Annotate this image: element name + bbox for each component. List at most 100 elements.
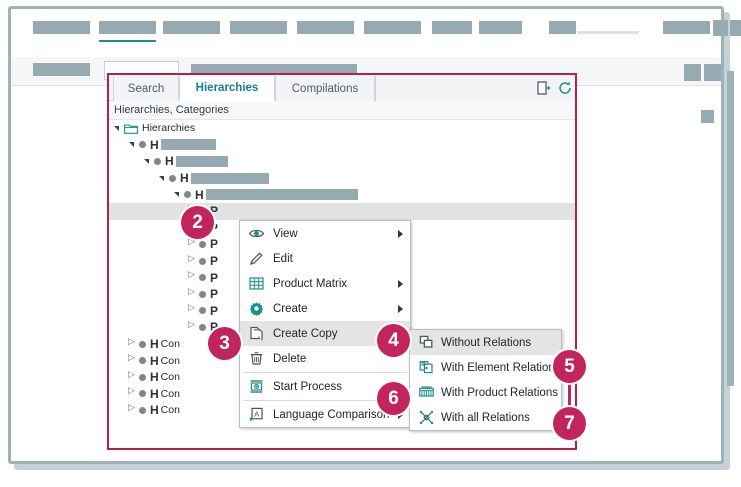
chevron-right-icon[interactable]	[128, 369, 137, 382]
nav-item-9[interactable]	[663, 21, 710, 34]
tree-row[interactable]: P	[109, 302, 575, 320]
nav-item-4[interactable]	[230, 21, 287, 34]
nav-user-chip[interactable]	[549, 21, 576, 34]
trash-icon	[248, 350, 265, 367]
tree-row[interactable]: P	[109, 236, 575, 253]
nav-icon-button-2[interactable]	[730, 20, 741, 36]
submenu-item-label: With Element Relations	[441, 361, 561, 374]
chevron-right-icon[interactable]	[128, 336, 137, 349]
chevron-right-icon[interactable]	[188, 286, 197, 299]
context-menu: View Edit Product Matrix Create Create Copy D…	[239, 220, 411, 428]
tree-row[interactable]: P	[109, 286, 575, 303]
menu-item-label: View	[273, 227, 298, 240]
submenu-arrow-icon	[398, 230, 403, 238]
chevron-down-icon[interactable]	[128, 140, 137, 149]
tab-hierarchies[interactable]: Hierarchies	[179, 76, 275, 101]
nav-item-2-active[interactable]	[99, 21, 156, 34]
menu-item-label: Language Comparison	[273, 408, 390, 421]
chevron-right-icon[interactable]	[128, 402, 137, 415]
tree-row[interactable]: P	[109, 203, 575, 220]
nav-item-8[interactable]	[479, 21, 522, 34]
chevron-right-icon[interactable]	[188, 319, 197, 332]
menu-item-language-comparison[interactable]: A Language Comparison	[240, 402, 410, 427]
menu-item-create[interactable]: Create	[240, 296, 410, 321]
nav-icon-button-1[interactable]	[713, 20, 728, 36]
chevron-down-icon[interactable]	[113, 124, 122, 133]
tab-compilations[interactable]: Compilations	[275, 76, 375, 101]
tree-row-label: Hierarchies	[142, 122, 196, 135]
tree-row[interactable]: P	[109, 253, 575, 270]
tab-search-label: Search	[127, 82, 165, 95]
submenu-item-with-all-relations[interactable]: With all Relations	[410, 405, 561, 430]
tab-compilations-label: Compilations	[291, 82, 359, 95]
application-window: Search Hierarchies Compilations	[8, 6, 741, 464]
chevron-right-icon[interactable]	[188, 302, 197, 315]
app-navigation-bar	[11, 9, 741, 57]
tree-row[interactable]: Hierarchies	[109, 120, 575, 137]
submenu-item-with-product-relations[interactable]: With Product Relations	[410, 380, 561, 405]
step-badge-4-number: 4	[388, 329, 399, 351]
panel-tab-bar: Search Hierarchies Compilations	[109, 75, 575, 101]
submenu-arrow-icon	[398, 280, 403, 288]
language-icon: A	[248, 406, 265, 423]
chevron-right-icon[interactable]	[188, 236, 197, 249]
submenu-item-label: Without Relations	[441, 336, 532, 349]
copy-elements-icon	[418, 359, 435, 376]
nav-item-5[interactable]	[297, 21, 354, 34]
submenu-item-without-relations[interactable]: Without Relations	[410, 330, 561, 355]
menu-item-edit[interactable]: Edit	[240, 246, 410, 271]
tree-row[interactable]: P	[109, 319, 575, 336]
tree-row-label: Con	[160, 404, 180, 417]
tree-row[interactable]: H	[109, 170, 575, 187]
tree-row[interactable]: P	[109, 269, 575, 286]
menu-separator	[243, 400, 407, 401]
step-badge-6: 6	[377, 382, 410, 415]
tree-row[interactable]: H	[109, 137, 575, 154]
node-bullet-icon	[199, 274, 206, 282]
tree-row-label: Con	[160, 354, 180, 367]
tree-row[interactable]: H	[109, 153, 575, 170]
chevron-down-icon[interactable]	[173, 190, 182, 199]
tree-row[interactable]: H	[109, 186, 575, 203]
detach-icon[interactable]	[536, 80, 552, 96]
panel-action-button-2[interactable]	[704, 64, 721, 81]
node-bullet-icon	[139, 141, 146, 149]
nav-user-name-placeholder	[577, 31, 639, 34]
menu-item-delete[interactable]: Delete	[240, 346, 410, 371]
panel-action-button-1[interactable]	[684, 64, 701, 81]
nav-item-1[interactable]	[33, 21, 90, 34]
menu-item-product-matrix[interactable]: Product Matrix	[240, 271, 410, 296]
submenu-item-with-element-relations[interactable]: With Element Relations	[410, 355, 561, 380]
chevron-down-icon[interactable]	[158, 174, 167, 183]
chevron-right-icon[interactable]	[188, 253, 197, 266]
chevron-right-icon[interactable]	[128, 385, 137, 398]
svg-text:A: A	[254, 410, 259, 419]
node-bullet-icon	[139, 390, 146, 398]
node-type-marker: P	[210, 270, 219, 285]
menu-item-view[interactable]: View	[240, 221, 410, 246]
panel-collapse-button[interactable]	[701, 110, 714, 123]
node-bullet-icon	[139, 340, 146, 348]
menu-item-label: Create	[273, 302, 308, 315]
menu-item-start-process[interactable]: Start Process	[240, 374, 410, 399]
chevron-down-icon[interactable]	[143, 157, 152, 166]
nav-item-3[interactable]	[163, 21, 220, 34]
step-badge-3-number: 3	[219, 332, 230, 354]
refresh-icon[interactable]	[557, 80, 573, 96]
window-vertical-scrollbar[interactable]	[727, 71, 734, 386]
copy-icon	[248, 325, 265, 342]
nav-item-6[interactable]	[364, 21, 421, 34]
tab-search[interactable]: Search	[113, 76, 179, 101]
chevron-right-icon[interactable]	[188, 269, 197, 282]
node-bullet-icon	[199, 240, 206, 248]
nav-item-7[interactable]	[432, 21, 472, 34]
node-type-marker: P	[210, 237, 219, 252]
menu-item-label: Edit	[273, 252, 293, 265]
chevron-right-icon[interactable]	[128, 352, 137, 365]
step-badge-7: 7	[553, 407, 586, 440]
